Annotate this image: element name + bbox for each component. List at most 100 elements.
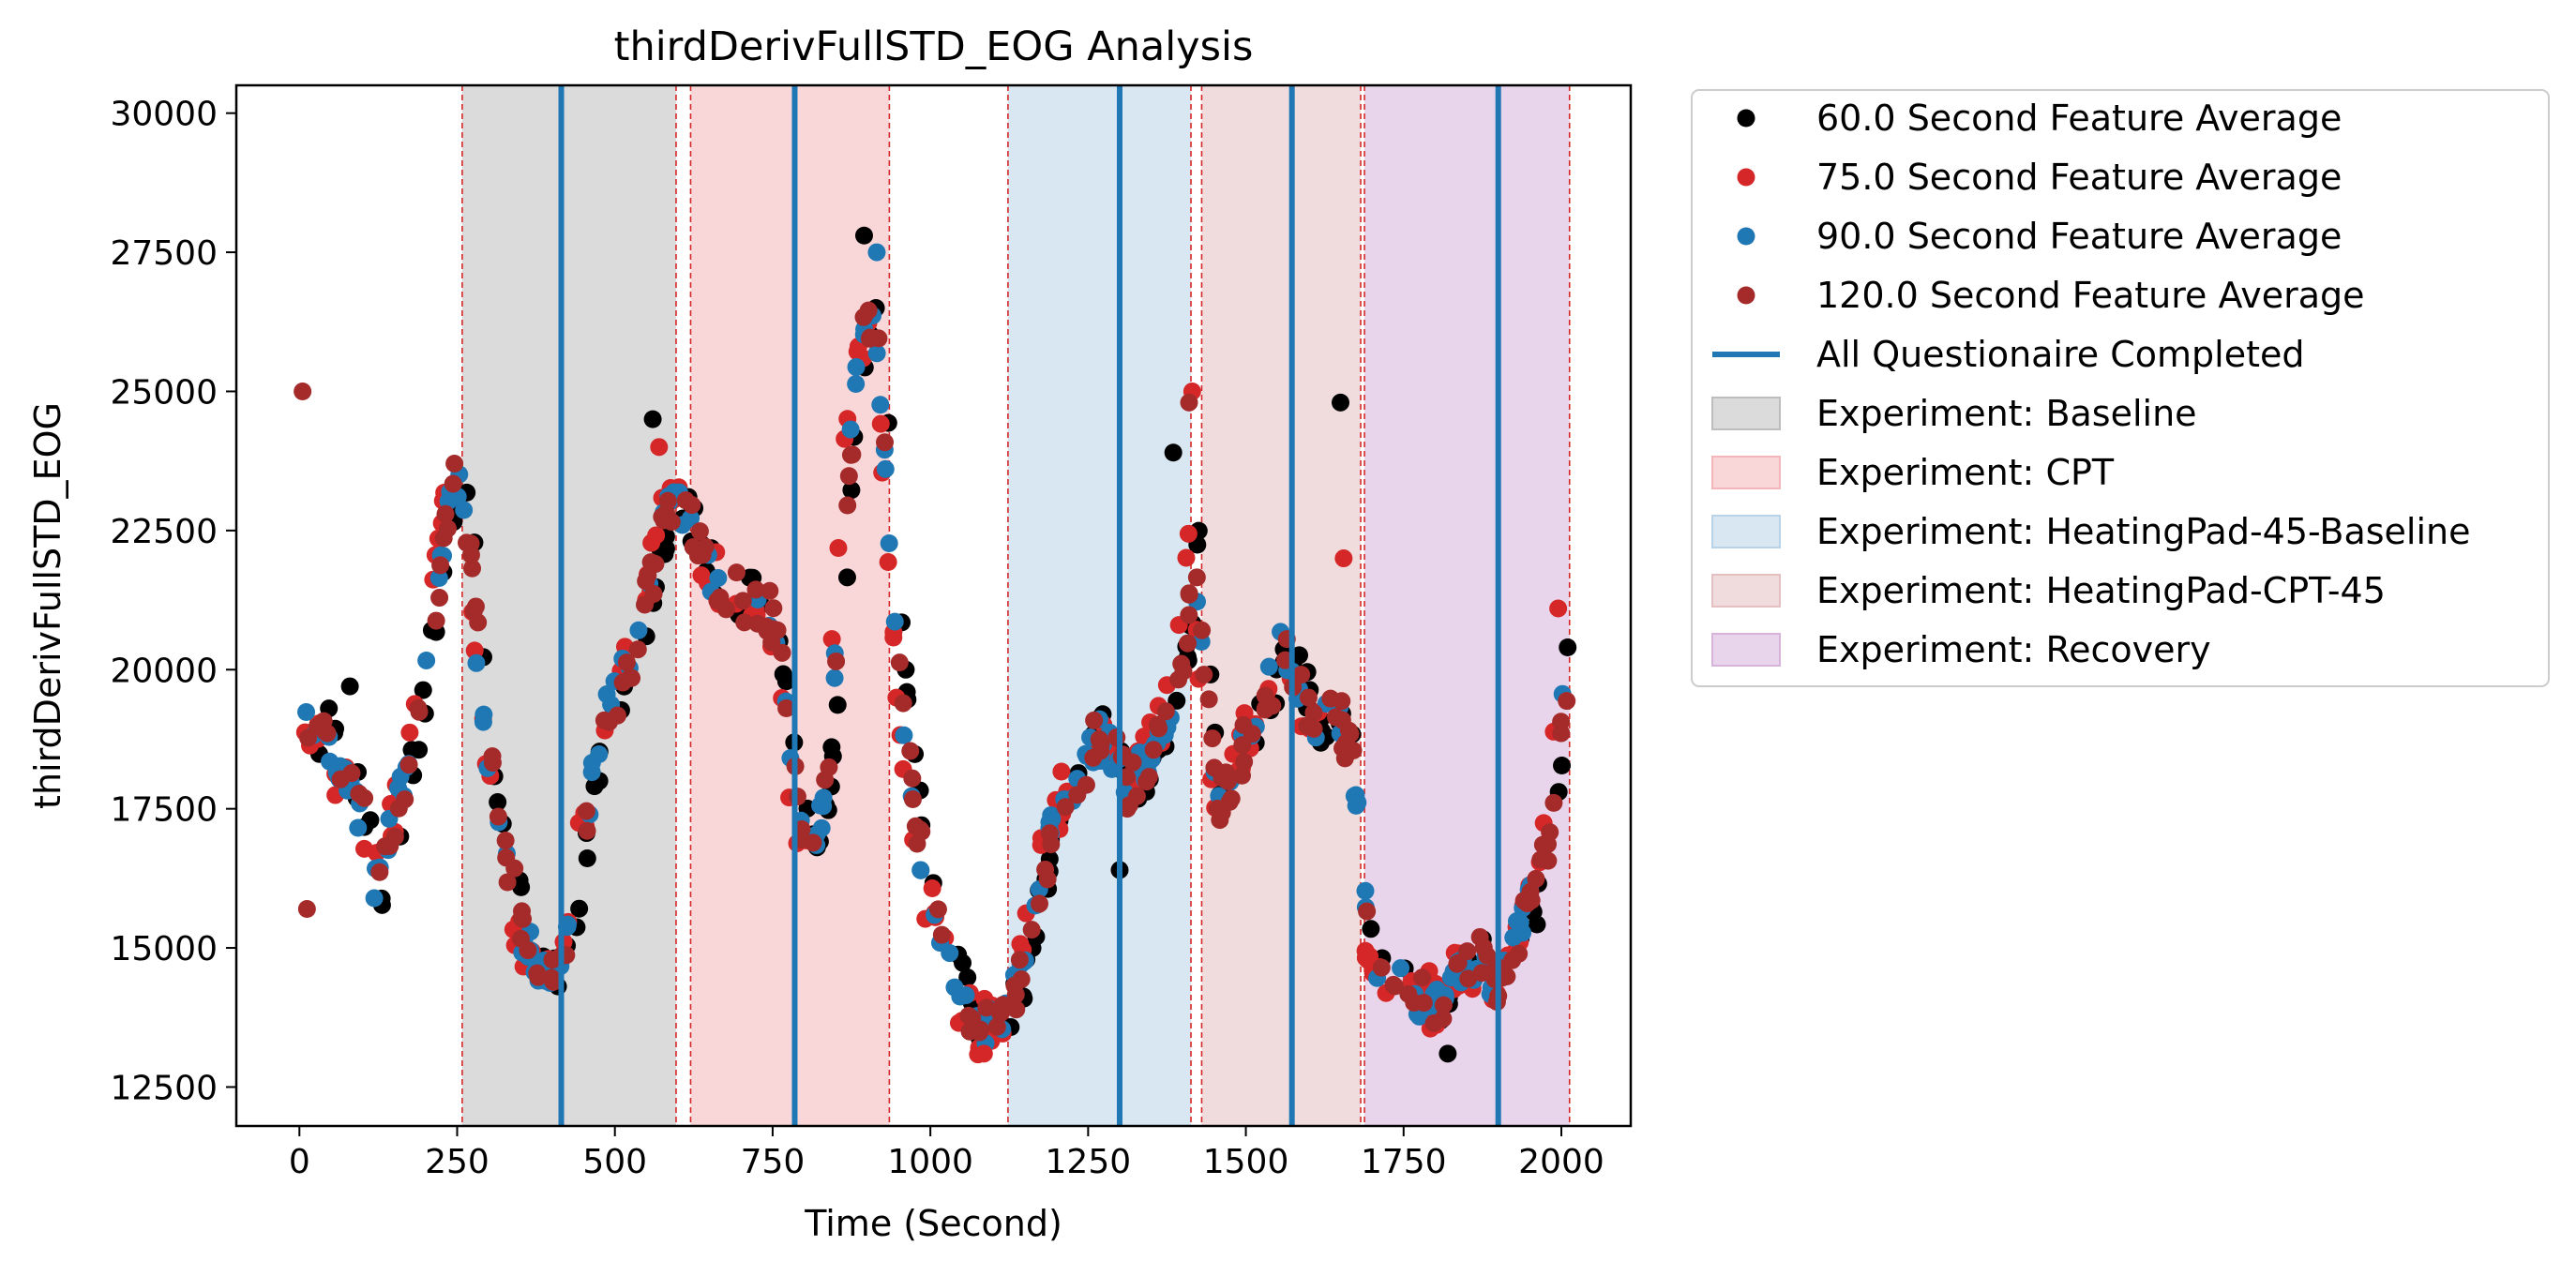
data-point-outlier [867, 243, 886, 262]
data-point [847, 374, 866, 393]
data-point [629, 621, 648, 639]
data-point [1386, 977, 1405, 996]
data-point-outlier [1331, 393, 1349, 412]
data-point [498, 873, 517, 892]
x-axis-title: Time (Second) [804, 1203, 1062, 1244]
data-point [505, 859, 524, 878]
data-point-outlier [1549, 599, 1568, 618]
data-point [837, 568, 856, 587]
data-point [895, 726, 913, 744]
data-point [410, 741, 429, 759]
x-tick-label: 2000 [1518, 1143, 1604, 1181]
y-tick-label: 30000 [110, 96, 218, 134]
data-point [427, 611, 445, 630]
data-point [355, 788, 374, 807]
data-point [716, 600, 735, 619]
data-point [655, 511, 673, 530]
data-point [959, 1006, 978, 1025]
data-point [469, 613, 488, 632]
data-point [885, 612, 904, 631]
data-point [842, 481, 861, 500]
data-point [1361, 947, 1379, 966]
plot-area [294, 85, 1577, 1126]
data-point-outlier [1334, 549, 1353, 568]
data-point [365, 889, 384, 908]
data-point [1333, 692, 1351, 711]
data-point [876, 433, 895, 452]
data-point [1459, 969, 1478, 988]
legend-marker-patch [1711, 397, 1781, 430]
data-point [578, 821, 596, 840]
data-point [1299, 688, 1318, 707]
data-point [1208, 799, 1227, 818]
data-point [489, 793, 507, 812]
data-point [414, 681, 432, 699]
data-point [1193, 621, 1212, 639]
series-4-points [299, 301, 1576, 1042]
data-point [1177, 548, 1196, 567]
data-point [475, 705, 493, 724]
data-point [1544, 793, 1563, 812]
data-point [894, 694, 912, 713]
data-point [1180, 584, 1198, 603]
data-point [595, 711, 613, 729]
legend-marker-patch [1711, 574, 1781, 608]
data-point [1392, 959, 1410, 978]
data-point [682, 509, 700, 528]
data-point [1068, 786, 1087, 804]
legend-marker-patch [1711, 633, 1781, 667]
data-point [945, 978, 964, 997]
data-point [628, 640, 647, 659]
data-point [1232, 766, 1251, 785]
data-point [400, 723, 419, 742]
data-point-outlier [643, 410, 662, 428]
data-point [847, 357, 866, 376]
data-point [370, 863, 389, 881]
data-point-outlier [1164, 443, 1183, 462]
x-tick-label: 1750 [1361, 1143, 1447, 1181]
data-point [1292, 666, 1311, 684]
data-point [841, 445, 860, 464]
data-point [577, 802, 595, 820]
data-point [590, 745, 609, 764]
chart-title: thirdDerivFullSTD_EOG Analysis [614, 23, 1254, 70]
legend-label: 90.0 Second Feature Average [1816, 216, 2342, 257]
data-point [1427, 981, 1446, 999]
data-point [461, 534, 480, 553]
data-point [912, 822, 931, 841]
data-point [1042, 806, 1061, 825]
data-point [1005, 976, 1024, 995]
data-point [1118, 800, 1137, 818]
data-point [444, 474, 462, 493]
data-point [489, 807, 507, 826]
data-point [876, 459, 895, 478]
data-point [1085, 711, 1104, 729]
data-point [1478, 946, 1497, 965]
data-point [735, 613, 754, 632]
data-point [684, 537, 702, 556]
data-point [1522, 891, 1541, 909]
data-point [642, 533, 661, 552]
x-tick-label: 500 [582, 1143, 647, 1181]
y-tick-label: 20000 [110, 652, 218, 690]
data-point [1174, 662, 1193, 681]
data-point [1052, 762, 1071, 781]
y-tick-label: 12500 [110, 1069, 218, 1107]
data-point [585, 777, 604, 796]
data-point-outlier [294, 382, 312, 400]
data-point-outlier [340, 677, 359, 696]
data-point [1434, 996, 1453, 1014]
x-tick-label: 1000 [887, 1143, 973, 1181]
data-point [1030, 894, 1048, 913]
data-point [639, 566, 657, 585]
data-point [1179, 634, 1198, 653]
data-point [1326, 708, 1345, 727]
data-point [542, 968, 561, 987]
legend: 60.0 Second Feature Average 75.0 Second F… [1691, 89, 2550, 687]
data-point [995, 999, 1014, 1018]
data-point [512, 908, 531, 927]
data-point [828, 696, 847, 714]
legend-marker-dot [1737, 168, 1755, 187]
legend-label: Experiment: Recovery [1816, 629, 2211, 670]
data-point [880, 533, 898, 552]
